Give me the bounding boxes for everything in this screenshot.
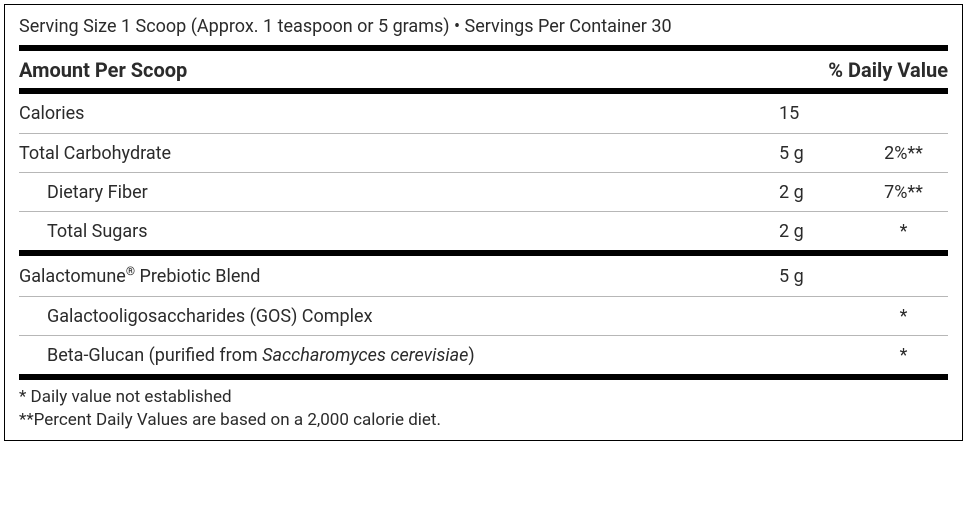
nutrient-daily-value: 2%**	[849, 142, 948, 166]
nutrient-daily-value: *	[849, 344, 948, 368]
nutrient-amount: 5 g	[779, 142, 849, 166]
nutrient-name: Total Carbohydrate	[19, 142, 779, 166]
header-percent-dv: % Daily Value	[828, 57, 948, 84]
nutrient-daily-value: *	[849, 220, 948, 244]
nutrient-row: Calories15	[19, 94, 948, 132]
nutrient-row: Dietary Fiber2 g7%**	[19, 173, 948, 211]
header-amount-per-scoop: Amount Per Scoop	[19, 57, 187, 84]
nutrient-row: Beta-Glucan (purified from Saccharomyces…	[19, 336, 948, 374]
nutrient-amount: 15	[779, 102, 849, 126]
nutrient-section-2: Galactomune® Prebiotic Blend5 gGalactool…	[19, 256, 948, 374]
nutrient-name: Galactooligosaccharides (GOS) Complex	[19, 305, 779, 329]
nutrient-amount: 2 g	[779, 181, 849, 205]
nutrient-section-1: Calories15Total Carbohydrate5 g2%**Dieta…	[19, 94, 948, 250]
footnote-line: **Percent Daily Values are based on a 2,…	[19, 409, 948, 432]
nutrient-row: Total Carbohydrate5 g2%**	[19, 134, 948, 172]
nutrient-amount: 2 g	[779, 220, 849, 244]
nutrient-row: Total Sugars2 g*	[19, 212, 948, 250]
footnotes: * Daily value not established **Percent …	[19, 380, 948, 432]
nutrient-row: Galactomune® Prebiotic Blend5 g	[19, 256, 948, 295]
nutrient-amount: 5 g	[779, 265, 849, 289]
nutrient-daily-value: 7%**	[849, 181, 948, 205]
nutrition-facts-panel: Serving Size 1 Scoop (Approx. 1 teaspoon…	[4, 4, 963, 441]
nutrient-name: Calories	[19, 102, 779, 126]
nutrient-name: Dietary Fiber	[19, 181, 779, 205]
footnote-line: * Daily value not established	[19, 386, 948, 409]
nutrient-row: Galactooligosaccharides (GOS) Complex *	[19, 297, 948, 335]
nutrient-name: Galactomune® Prebiotic Blend	[19, 264, 779, 289]
nutrient-name: Total Sugars	[19, 220, 779, 244]
serving-size-line: Serving Size 1 Scoop (Approx. 1 teaspoon…	[19, 15, 948, 45]
nutrient-name: Beta-Glucan (purified from Saccharomyces…	[19, 344, 779, 368]
column-header-row: Amount Per Scoop % Daily Value	[19, 51, 948, 88]
nutrient-daily-value: *	[849, 305, 948, 329]
